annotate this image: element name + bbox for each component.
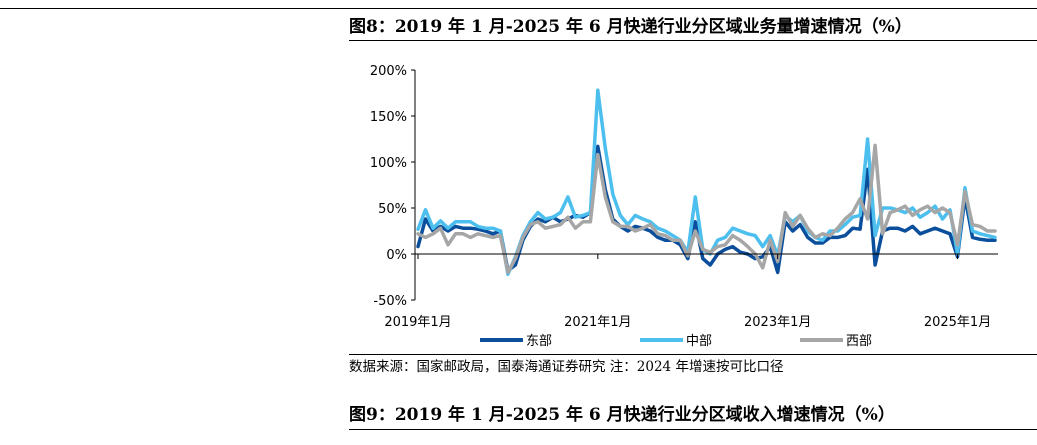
figure9-title-rule (349, 429, 1037, 430)
figure8-title-rule (349, 40, 1037, 41)
x-tick-label: 2019年1月 (384, 315, 451, 330)
y-tick-label: 150% (370, 110, 407, 125)
legend: 东部 中部 西部 (480, 334, 872, 349)
axes: 2019年1月 2021年1月 2023年1月 2025年1月 (384, 70, 998, 330)
y-tick-label: 50% (378, 202, 407, 217)
x-tick-label: 2023年1月 (744, 315, 811, 330)
series-line-east (416, 144, 997, 275)
y-tick-label: 0% (386, 248, 407, 263)
figure9-title: 图9：2019 年 1 月-2025 年 6 月快递行业分区域收入增速情况（%） (349, 405, 895, 425)
series-line-central (416, 88, 997, 276)
legend-label-west: 西部 (846, 334, 872, 349)
series-line-west (416, 143, 997, 275)
x-tick-label: 2021年1月 (564, 315, 631, 330)
figure8-title: 图8：2019 年 1 月-2025 年 6 月快递行业分区域业务量增速情况（%… (349, 17, 912, 37)
x-tick-label: 2025年1月 (924, 315, 991, 330)
series-lines (416, 88, 997, 276)
top-rule (0, 8, 1037, 9)
y-tick-label: 100% (370, 156, 407, 171)
legend-label-central: 中部 (686, 334, 712, 349)
legend-label-east: 东部 (526, 334, 552, 349)
source-rule (349, 354, 1037, 355)
y-tick-label: -50% (373, 294, 407, 309)
y-tick-label: 200% (370, 64, 407, 79)
y-axis-ticks: -50% 0% 50% 100% 150% 200% (370, 64, 415, 309)
figure8-source-note: 数据来源：国家邮政局，国泰海通证券研究 注：2024 年增速按可比口径 (349, 359, 784, 375)
